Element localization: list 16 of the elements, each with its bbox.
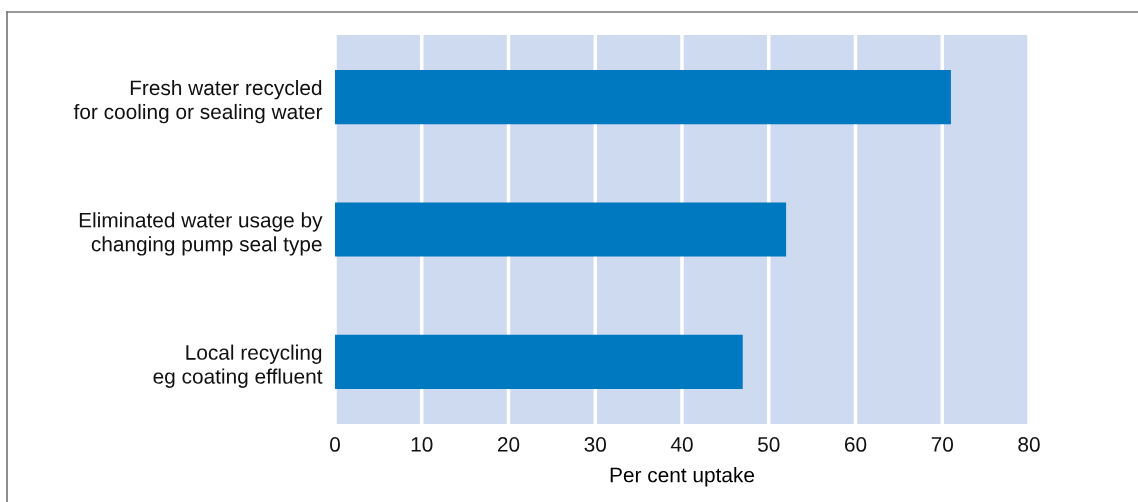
bar bbox=[335, 334, 743, 389]
y-tick-label: Eliminated water usage by changing pump seal type bbox=[79, 212, 323, 256]
x-tick-label: 40 bbox=[670, 437, 693, 452]
bar bbox=[335, 70, 951, 125]
x-tick-label: 50 bbox=[758, 437, 780, 452]
x-axis-title: Per cent uptake bbox=[610, 467, 755, 487]
y-tick-label: Local recycling eg coating effluent bbox=[153, 344, 323, 388]
y-tick-label: Fresh water recycled for cooling or sealing water bbox=[73, 79, 323, 124]
bar bbox=[335, 202, 787, 257]
x-tick-label: 60 bbox=[844, 437, 867, 452]
x-tick-label: 0 bbox=[330, 437, 340, 452]
x-tick-label: 70 bbox=[931, 437, 954, 452]
x-tick-label: 80 bbox=[1018, 437, 1040, 452]
x-tick-label: 20 bbox=[497, 437, 520, 452]
x-tick-label: 30 bbox=[584, 437, 607, 452]
x-tick-label: 10 bbox=[411, 437, 433, 452]
